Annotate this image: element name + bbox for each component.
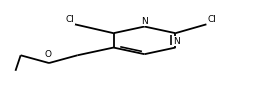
Text: O: O	[44, 50, 51, 59]
Text: N: N	[141, 17, 148, 26]
Text: Cl: Cl	[207, 15, 216, 24]
Text: N: N	[173, 37, 180, 46]
Text: Cl: Cl	[65, 15, 74, 24]
